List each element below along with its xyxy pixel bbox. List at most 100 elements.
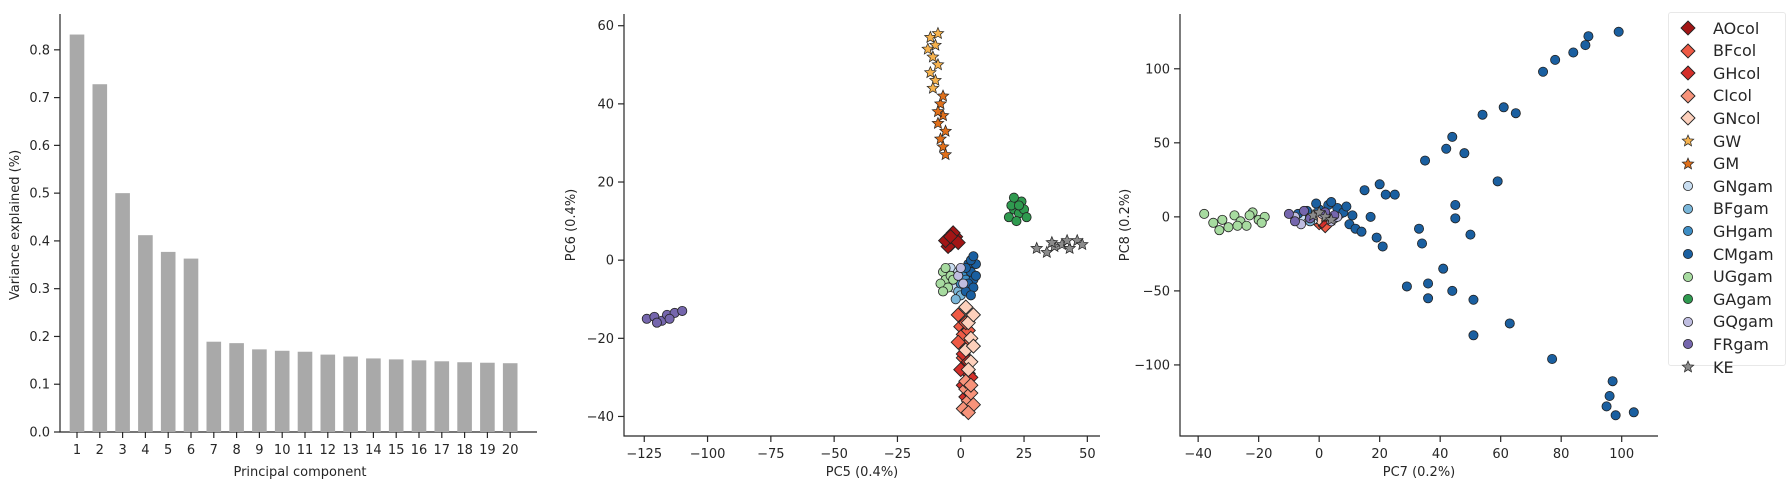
point-GW <box>931 26 945 40</box>
x-tick-label: 50 <box>1079 447 1096 462</box>
diamond-marker-icon <box>1680 110 1696 127</box>
y-tick-label: 0.2 <box>29 330 50 345</box>
legend-marker-GNcol <box>1680 110 1696 127</box>
point-GAgam <box>1021 212 1032 223</box>
point-UGgam <box>938 286 949 297</box>
legend-label: GHcol <box>1713 63 1761 83</box>
circle-marker-icon <box>1683 181 1693 192</box>
legend-label: GM <box>1713 154 1740 174</box>
legend-marker-FRgam <box>1683 339 1693 350</box>
point-KE <box>1045 235 1059 249</box>
bar-pc-13 <box>343 356 358 432</box>
y-tick-label: 0.1 <box>29 378 50 393</box>
x-tick-label: 1 <box>73 443 81 458</box>
point-CMgam <box>1601 401 1612 412</box>
point-CMgam <box>1441 143 1452 154</box>
y-tick-label: 100 <box>1145 62 1170 77</box>
point-GM <box>938 124 953 137</box>
point-KE <box>1324 212 1338 226</box>
point-CMgam <box>1423 293 1434 304</box>
legend-item-FRgam: FRgam <box>1679 333 1769 355</box>
bar-pc-1 <box>69 34 85 432</box>
point-UGgam <box>1229 210 1240 221</box>
point-CMgam <box>1604 391 1615 402</box>
x-tick-label: −20 <box>1245 447 1272 462</box>
point-UGgam <box>940 262 951 273</box>
series-UGgam <box>935 262 959 297</box>
legend-marker-GHgam <box>1683 226 1693 237</box>
point-GQgam <box>955 262 966 273</box>
x-tick-label: −50 <box>820 447 847 462</box>
bar-pc-20 <box>502 363 518 432</box>
point-CMgam <box>1374 179 1385 190</box>
series-FRgam <box>641 305 688 328</box>
x-tick-label: −25 <box>884 447 911 462</box>
legend-item-UGgam: UGgam <box>1679 266 1773 288</box>
point-AOcol <box>950 234 966 251</box>
legend-item-GHgam: GHgam <box>1679 220 1773 242</box>
point-CMgam <box>1628 407 1639 418</box>
x-tick-label: 12 <box>320 443 337 458</box>
x-tick-label: 60 <box>1492 447 1509 462</box>
bar-pc-8 <box>229 343 244 432</box>
point-FRgam <box>1283 208 1294 219</box>
point-CMgam <box>1550 54 1561 65</box>
legend-item-CMgam: CMgam <box>1679 243 1774 265</box>
point-GW <box>926 81 940 94</box>
x-tick-label: 20 <box>502 443 519 458</box>
legend-marker-CIcol <box>1680 88 1696 104</box>
x-tick-label: −75 <box>757 447 784 462</box>
legend-marker-GAgam <box>1683 294 1693 305</box>
point-CMgam <box>1450 213 1461 224</box>
legend-marker-AOcol <box>1680 20 1696 36</box>
point-CMgam <box>1365 211 1376 222</box>
y-axis-label: PC6 (0.4%) <box>564 189 579 262</box>
point-CMgam <box>1447 285 1458 296</box>
point-CMgam <box>1420 155 1431 166</box>
x-tick-label: 3 <box>118 443 126 458</box>
point-UGgam <box>1256 217 1267 228</box>
x-tick-label: 0 <box>957 447 965 462</box>
point-GM <box>936 89 950 102</box>
point-FRgam <box>664 313 675 324</box>
point-CMgam <box>1359 185 1370 196</box>
point-CMgam <box>1371 232 1382 243</box>
y-tick-label: 20 <box>597 176 614 191</box>
point-CMgam <box>1538 66 1549 77</box>
circle-marker-icon <box>1683 316 1693 327</box>
bar-pc-10 <box>274 350 290 432</box>
legend-label: AOcol <box>1713 18 1760 38</box>
series-GW <box>921 26 945 94</box>
x-tick-label: 19 <box>479 443 496 458</box>
x-tick-label: 16 <box>411 443 428 458</box>
point-CMgam <box>1423 278 1434 289</box>
point-CIcol <box>960 404 976 421</box>
legend-label: FRgam <box>1713 334 1769 354</box>
series-AOcol <box>937 225 966 255</box>
point-CMgam <box>1311 198 1322 209</box>
point-CMgam <box>1613 26 1624 37</box>
legend-label: CMgam <box>1713 244 1774 264</box>
point-UGgam <box>1223 222 1234 233</box>
point-GAgam <box>1011 216 1022 227</box>
legend-item-GW: GW <box>1679 130 1741 152</box>
point-CMgam <box>1568 47 1579 58</box>
point-GM <box>931 104 945 118</box>
x-tick-label: 20 <box>1371 447 1388 462</box>
bar-pc-11 <box>297 351 313 432</box>
scatter-axes <box>623 14 1100 437</box>
circle-marker-icon <box>1683 249 1693 259</box>
point-CMgam <box>1377 241 1388 252</box>
x-tick-label: −40 <box>1184 447 1211 462</box>
legend-marker-GQgam <box>1683 316 1693 327</box>
diamond-marker-icon <box>1680 88 1696 104</box>
legend-label: GAgam <box>1713 289 1772 309</box>
point-GNcol <box>960 361 976 378</box>
x-tick-label: 8 <box>232 443 240 458</box>
point-CMgam <box>1438 263 1449 274</box>
point-CMgam <box>1417 238 1428 249</box>
legend-item-GNgam: GNgam <box>1679 175 1773 197</box>
scatter-axes <box>1179 14 1658 437</box>
series-GQgam <box>953 262 969 289</box>
